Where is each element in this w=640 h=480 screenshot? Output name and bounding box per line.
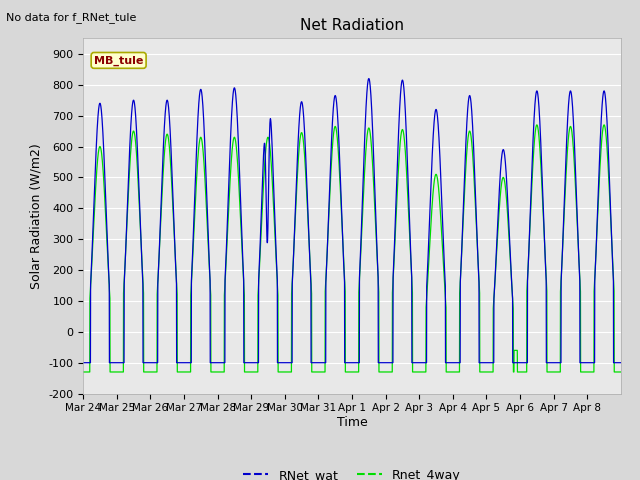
Rnet_4way: [533, 122, 541, 128]
RNet_wat: [611, 360, 619, 366]
Line: Rnet_4way: Rnet_4way: [83, 125, 621, 372]
Rnet_4way: [79, 369, 87, 375]
RNet_wat: [421, 360, 429, 366]
Rnet_4way: [502, 194, 510, 200]
X-axis label: Time: Time: [337, 416, 367, 429]
RNet_wat: [617, 360, 625, 366]
Rnet_4way: [468, 144, 476, 149]
Legend: RNet_wat, Rnet_4way: RNet_wat, Rnet_4way: [238, 464, 466, 480]
RNet_wat: [502, 176, 510, 182]
Text: No data for f_RNet_tule: No data for f_RNet_tule: [6, 12, 137, 23]
Text: MB_tule: MB_tule: [94, 55, 143, 66]
Rnet_4way: [617, 369, 625, 375]
Line: RNet_wat: RNet_wat: [83, 79, 621, 363]
RNet_wat: [535, 102, 543, 108]
RNet_wat: [79, 360, 87, 366]
Rnet_4way: [421, 369, 429, 375]
Rnet_4way: [535, 132, 543, 138]
Rnet_4way: [611, 369, 619, 375]
RNet_wat: [189, 233, 197, 239]
Y-axis label: Solar Radiation (W/m2): Solar Radiation (W/m2): [30, 143, 43, 289]
RNet_wat: [468, 117, 476, 122]
RNet_wat: [365, 76, 372, 82]
Rnet_4way: [189, 243, 197, 249]
Title: Net Radiation: Net Radiation: [300, 18, 404, 33]
